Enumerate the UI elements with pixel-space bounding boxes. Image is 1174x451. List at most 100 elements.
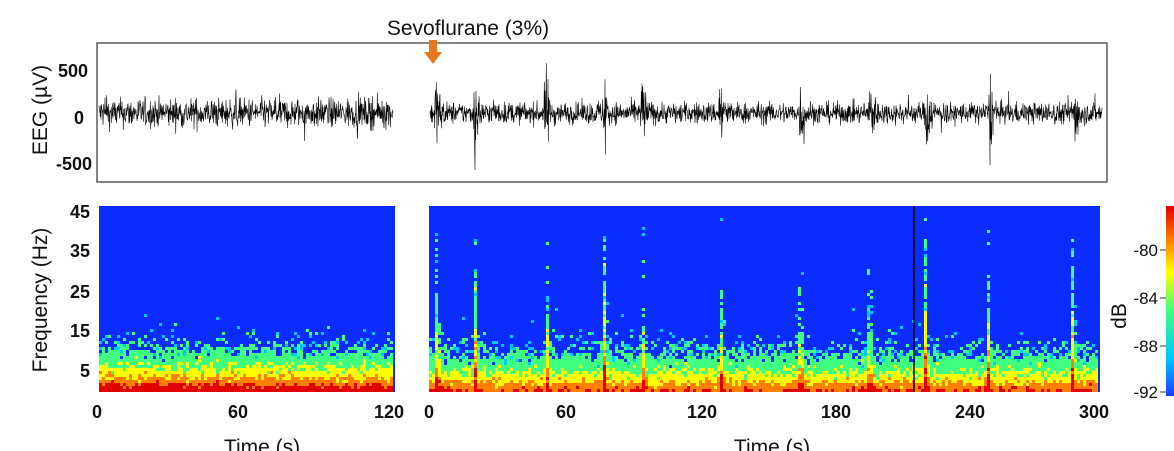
- spectrogram-cell: [711, 389, 714, 392]
- spectrogram-cell: [180, 350, 183, 353]
- spectrogram-cell: [606, 302, 609, 305]
- spectrogram-cell: [588, 347, 591, 350]
- spectrogram-cell: [1080, 359, 1083, 362]
- spectrogram-cell: [966, 350, 969, 353]
- spectrogram-cell: [936, 380, 939, 383]
- spectrogram-cell: [762, 371, 765, 374]
- spectrogram-cell: [744, 359, 747, 362]
- spectrogram-cell: [285, 359, 288, 362]
- spectrogram-cell: [567, 365, 570, 368]
- spectrogram-cell: [852, 359, 855, 362]
- spectrogram-cell: [600, 386, 603, 389]
- spectrogram-cell: [222, 338, 225, 341]
- spectrogram-cell: [240, 368, 243, 371]
- spectrogram-cell: [582, 356, 585, 359]
- spectrogram-cell: [159, 383, 162, 386]
- spectrogram-cell: [252, 377, 255, 380]
- spectrogram-cell: [1014, 380, 1017, 383]
- spectrogram-cell: [516, 371, 519, 374]
- spectrogram-cell: [1074, 320, 1077, 323]
- spectrogram-cell: [801, 356, 804, 359]
- spectrogram-cell: [216, 368, 219, 371]
- spectrogram-cell: [303, 365, 306, 368]
- spectrogram-cell: [822, 386, 825, 389]
- spectrogram-cell: [528, 353, 531, 356]
- spectrogram-cell: [168, 377, 171, 380]
- spectrogram-cell: [270, 380, 273, 383]
- spectrogram-cell: [603, 386, 606, 389]
- spectrogram-cell: [546, 317, 549, 320]
- spectrogram-cell: [720, 359, 723, 362]
- spectrogram-cell: [966, 383, 969, 386]
- spectrogram-cell: [990, 374, 993, 377]
- spectrogram-cell: [654, 371, 657, 374]
- spectrogram-cell: [1023, 383, 1026, 386]
- spectrogram-cell: [669, 332, 672, 335]
- spectrogram-cell: [639, 335, 642, 338]
- spectrogram-cell: [435, 371, 438, 374]
- spectrogram-cell: [1017, 350, 1020, 353]
- spectrogram-cell: [681, 362, 684, 365]
- spectrogram-cell: [435, 269, 438, 272]
- spectrogram-cell: [738, 350, 741, 353]
- spectrogram-cell: [372, 380, 375, 383]
- spectrogram-cell: [180, 371, 183, 374]
- spectrogram-cell: [621, 365, 624, 368]
- spectrogram-cell: [1047, 374, 1050, 377]
- spectrogram-cell: [948, 350, 951, 353]
- spectrogram-cell: [1056, 359, 1059, 362]
- spectrogram-cell: [894, 362, 897, 365]
- spectrogram-cell: [831, 362, 834, 365]
- spectrogram-cell: [531, 386, 534, 389]
- spectrogram-cell: [534, 389, 537, 392]
- spectrogram-cell: [216, 380, 219, 383]
- spectrogram-cell: [735, 353, 738, 356]
- spectrogram-cell: [1062, 341, 1065, 344]
- spectrogram-cell: [1047, 386, 1050, 389]
- spectrogram-cell: [156, 386, 159, 389]
- spectrogram-cell: [474, 269, 477, 272]
- spectrogram-cell: [654, 359, 657, 362]
- spectrogram-cell: [945, 368, 948, 371]
- spectrogram-cell: [534, 383, 537, 386]
- spectrogram-cell: [435, 299, 438, 302]
- spectrogram-cell: [669, 347, 672, 350]
- spectrogram-cell: [555, 359, 558, 362]
- spectrogram-cell: [537, 362, 540, 365]
- spectrogram-cell: [375, 371, 378, 374]
- spectrogram-cell: [957, 359, 960, 362]
- spectrogram-cell: [522, 356, 525, 359]
- spectrogram-cell: [105, 365, 108, 368]
- spectrogram-cell: [450, 365, 453, 368]
- spectrogram-cell: [963, 383, 966, 386]
- spectrogram-cell: [225, 383, 228, 386]
- spectrogram-cell: [270, 386, 273, 389]
- spectrogram-cell: [579, 380, 582, 383]
- spectrogram-cell: [804, 380, 807, 383]
- spectrogram-cell: [549, 365, 552, 368]
- spectrogram-cell: [201, 374, 204, 377]
- spectrogram-cell: [624, 368, 627, 371]
- spectrogram-cell: [657, 365, 660, 368]
- spectrogram-cell: [315, 350, 318, 353]
- spectrogram-cell: [1014, 374, 1017, 377]
- spectrogram-cell: [1089, 386, 1092, 389]
- spectrogram-cell: [765, 356, 768, 359]
- spectrogram-cell: [894, 365, 897, 368]
- spectrogram-cell: [738, 368, 741, 371]
- spectrogram-cell: [582, 377, 585, 380]
- spectrogram-cell: [525, 368, 528, 371]
- spectrogram-cell: [717, 362, 720, 365]
- spectrogram-cell: [699, 383, 702, 386]
- spectrogram-cell: [777, 374, 780, 377]
- spectrogram-cell: [381, 365, 384, 368]
- spectrogram-cell: [927, 377, 930, 380]
- spectrogram-cell: [579, 353, 582, 356]
- spectrogram-cell: [660, 362, 663, 365]
- spectrogram-cell: [804, 377, 807, 380]
- spectrogram-cell: [984, 365, 987, 368]
- spectrogram-cell: [927, 359, 930, 362]
- spectrogram-cell: [723, 323, 726, 326]
- spectrogram-cell: [330, 389, 333, 392]
- spectrogram-cell: [810, 368, 813, 371]
